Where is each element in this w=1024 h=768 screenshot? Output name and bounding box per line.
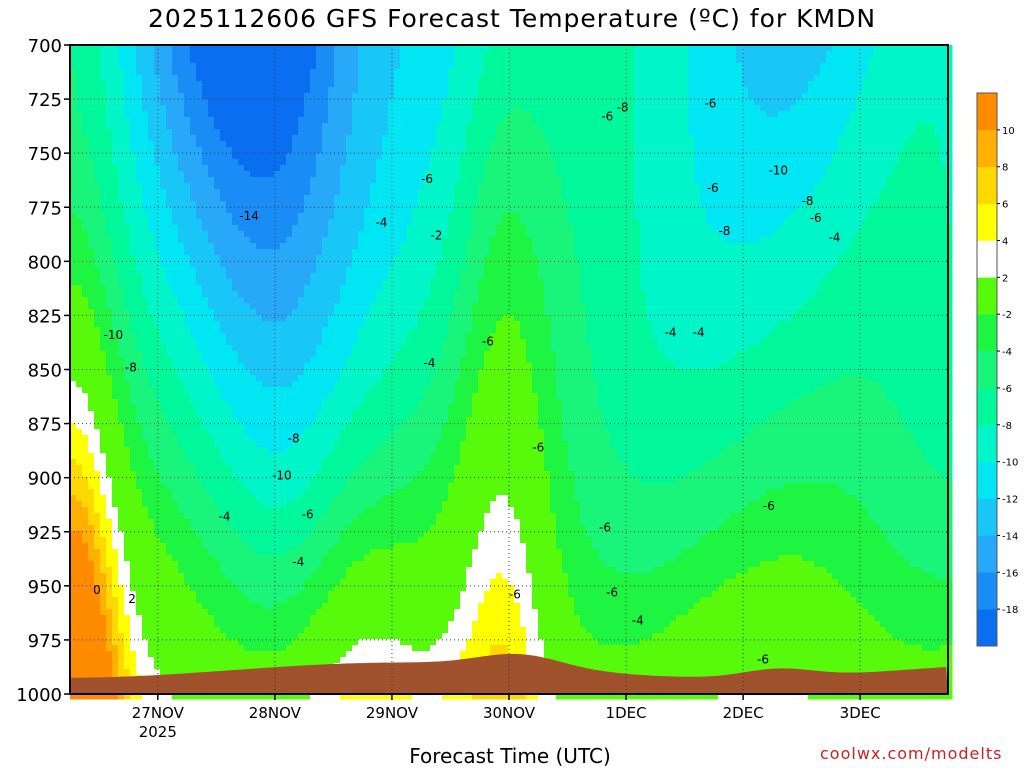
y-tick-label: 975	[28, 631, 62, 652]
colorbar-swatch	[977, 240, 997, 278]
colorbar-label: 2	[1002, 273, 1008, 284]
colorbar-frame	[976, 92, 998, 647]
contour-label: -14	[239, 209, 259, 223]
colorbar-label: -6	[1002, 384, 1012, 395]
colorbar-swatch	[977, 461, 997, 499]
x-tick-label: 28NOV	[249, 704, 302, 722]
colorbar-swatch	[977, 572, 997, 610]
colorbar-swatch	[977, 314, 997, 352]
y-tick-label: 775	[28, 198, 62, 219]
contour-label: -4	[375, 215, 387, 229]
contour-label: -4	[292, 555, 304, 569]
contour-label: -6	[421, 172, 433, 186]
colorbar-label: -14	[1002, 531, 1018, 542]
contour-label: -6	[482, 334, 494, 348]
colorbar: -18 -16 -14 -12 -10 -8 -6 -4 -2 2 4 6 8 10	[976, 92, 1018, 647]
x-tick-label: 29NOV	[366, 704, 419, 722]
colorbar-label: 4	[1002, 236, 1008, 247]
contour-label: -4	[828, 231, 840, 245]
colorbar-label: 10	[1002, 126, 1015, 137]
contour-label: -4	[693, 326, 705, 340]
contour-label: -4	[632, 613, 644, 627]
colorbar-label: -12	[1002, 495, 1018, 506]
colorbar-label: -8	[1002, 421, 1012, 432]
colorbar-label: -16	[1002, 568, 1018, 579]
contour-label: -6	[509, 587, 521, 601]
contour-label: 2	[128, 592, 136, 606]
colorbar-swatch	[977, 535, 997, 573]
colorbar-swatch	[977, 387, 997, 426]
colorbar-swatch	[977, 351, 997, 389]
x-tick-label: 30NOV	[483, 704, 536, 722]
colorbar-swatch	[977, 129, 997, 168]
colorbar-swatch	[977, 166, 997, 204]
contour-label: -6	[810, 211, 822, 225]
contour-label: -8	[125, 360, 137, 374]
source-credit: coolwx.com/modelts	[820, 744, 1003, 763]
colorbar-swatch	[977, 609, 997, 647]
y-tick-label: 825	[28, 306, 62, 327]
y-tick-label: 925	[28, 523, 62, 544]
contour-label: -6	[532, 440, 544, 454]
y-tick-label: 750	[28, 144, 62, 165]
contour-label: -8	[617, 101, 629, 115]
y-tick-label: 850	[28, 361, 62, 382]
y-tick-label: 700	[28, 36, 62, 57]
contour-label: -6	[606, 585, 618, 599]
contour-label: -10	[768, 163, 788, 177]
contour-label: -10	[104, 328, 124, 342]
colorbar-label: -18	[1002, 605, 1018, 616]
contour-label: -6	[707, 181, 719, 195]
colorbar-label: -4	[1002, 347, 1012, 358]
contour-label: -6	[601, 109, 613, 123]
contour-label: -10	[272, 469, 292, 483]
y-tick-label: 1000	[16, 685, 62, 706]
contour-label: -6	[757, 652, 769, 666]
contour-label: 0	[93, 583, 101, 597]
colorbar-swatch	[977, 277, 997, 315]
colorbar-label: 6	[1002, 200, 1008, 211]
x-tick-label: 2DEC	[723, 704, 764, 722]
contour-label: -4	[423, 356, 435, 370]
x-tick-year-label: 2025	[139, 723, 177, 741]
contour-label: -6	[599, 520, 611, 534]
contour-label: -6	[302, 507, 314, 521]
x-tick-label: 3DEC	[840, 704, 881, 722]
contour-label: -4	[219, 510, 231, 524]
chart-title: 2025112606 GFS Forecast Temperature (ºC)…	[147, 4, 877, 33]
contour-label: -8	[802, 194, 814, 208]
x-tick-label: 1DEC	[606, 704, 647, 722]
y-tick-label: 900	[28, 469, 62, 490]
colorbar-label: -2	[1002, 310, 1012, 321]
contour-label: -8	[718, 224, 730, 238]
x-tick-label: 27NOV	[132, 704, 185, 722]
temperature-field	[70, 45, 953, 700]
y-tick-label: 800	[28, 252, 62, 273]
contour-label: -6	[763, 499, 775, 513]
contour-label: -2	[430, 228, 442, 242]
x-axis-label: Forecast Time (UTC)	[409, 744, 611, 768]
y-tick-label: 725	[28, 90, 62, 111]
colorbar-swatch	[977, 424, 997, 462]
contour-label: -4	[665, 326, 677, 340]
colorbar-swatch	[977, 93, 997, 131]
colorbar-swatch	[977, 203, 997, 241]
grid-lines	[70, 44, 948, 695]
colorbar-swatch	[977, 498, 997, 536]
colorbar-label: -10	[1002, 458, 1018, 469]
contour-label: -6	[704, 96, 716, 110]
contour-label: -8	[288, 432, 300, 446]
colorbar-label: 8	[1002, 163, 1008, 174]
y-tick-label: 875	[28, 415, 62, 436]
y-tick-label: 950	[28, 577, 62, 598]
